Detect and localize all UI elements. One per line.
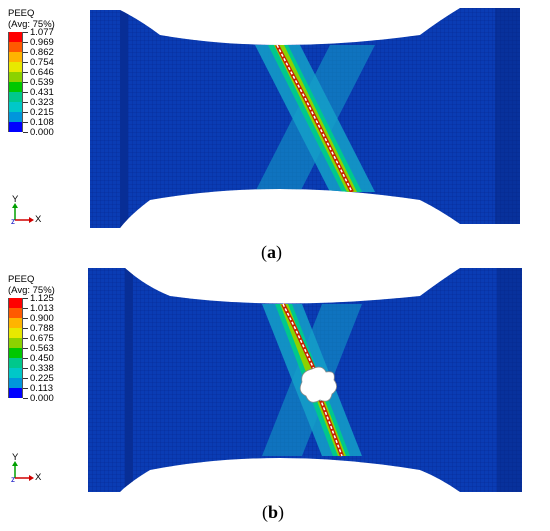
- axis-triad-icon: z: [11, 461, 34, 484]
- legend-subtitle: (Avg: 75%): [8, 285, 55, 296]
- legend-swatch: [8, 102, 23, 112]
- legend-swatch: [8, 92, 23, 102]
- legend-value: 0.900: [30, 313, 54, 324]
- legend-swatch: [8, 318, 23, 328]
- svg-text:z: z: [11, 217, 15, 226]
- legend-value: 0.563: [30, 343, 54, 354]
- svg-text:z: z: [11, 475, 15, 484]
- legend-value: 0.431: [30, 87, 54, 98]
- legend-title: PEEQ: [8, 8, 35, 19]
- legend-value: 0.646: [30, 67, 54, 78]
- legend-b: PEEQ (Avg: 75%) 1.125 1.013 0.900 0.788 …: [8, 274, 55, 410]
- panel-b: PEEQ (Avg: 75%) 1.125 1.013 0.900 0.788 …: [0, 266, 550, 531]
- legend-swatch: [8, 338, 23, 348]
- fe-contour-plot-a: [90, 8, 520, 228]
- axis-triad-icon: z: [11, 203, 34, 226]
- legend-value: 0.338: [30, 363, 54, 374]
- specimen-b: [88, 268, 522, 492]
- legend-swatch: [8, 42, 23, 52]
- legend-swatch: [8, 72, 23, 82]
- y-axis-label: Y: [12, 194, 19, 205]
- legend-title: PEEQ: [8, 274, 35, 285]
- legend-swatch: [8, 368, 23, 378]
- x-axis-label: X: [35, 472, 42, 483]
- legend-swatch: [8, 52, 23, 62]
- legend-swatch: [8, 348, 23, 358]
- legend-value: 0.108: [30, 117, 54, 128]
- legend-value: 1.013: [30, 303, 54, 314]
- caption-paren-close: ): [276, 242, 282, 262]
- caption-paren-close: ): [278, 502, 285, 522]
- legend-swatch: [8, 112, 23, 122]
- panel-a: PEEQ (Avg: 75%) 1.077 0.969 0.862 0.754 …: [8, 8, 520, 263]
- legend-swatch: [8, 122, 23, 132]
- legend-scale-a: 1.077 0.969 0.862 0.754 0.646 0.539 0.43…: [8, 28, 55, 144]
- legend-value: 0.754: [30, 57, 54, 68]
- specimen-a: [90, 8, 520, 228]
- caption-letter: a: [267, 242, 276, 262]
- legend-value: 0.788: [30, 323, 54, 334]
- caption-b: (b): [262, 502, 284, 523]
- legend-value: 0.539: [30, 77, 54, 88]
- legend-value: 1.125: [30, 293, 54, 304]
- legend-value: 0.323: [30, 97, 54, 108]
- legend-value: 0.450: [30, 353, 54, 364]
- legend-value: 0.969: [30, 37, 54, 48]
- legend-value: 0.000: [30, 393, 54, 404]
- caption-a: (a): [261, 242, 282, 263]
- legend-value: 0.225: [30, 373, 54, 384]
- legend-subtitle: (Avg: 75%): [8, 19, 55, 30]
- legend-value: 0.000: [30, 127, 54, 138]
- y-axis-label: Y: [12, 452, 19, 463]
- legend-value: 0.862: [30, 47, 54, 58]
- legend-value: 0.215: [30, 107, 54, 118]
- legend-swatch: [8, 388, 23, 398]
- legend-swatch: [8, 378, 23, 388]
- legend-swatch: [8, 328, 23, 338]
- axis-triad-a: Y z X: [8, 194, 48, 226]
- legend-swatch: [8, 298, 23, 308]
- legend-value: 0.675: [30, 333, 54, 344]
- x-axis-label: X: [35, 214, 42, 225]
- legend-value: 1.077: [30, 27, 54, 38]
- legend-swatch: [8, 82, 23, 92]
- fe-contour-plot-b: [88, 268, 522, 492]
- caption-paren-open: (: [261, 242, 267, 262]
- legend-swatch: [8, 358, 23, 368]
- legend-swatch: [8, 62, 23, 72]
- legend-swatch: [8, 308, 23, 318]
- caption-paren-open: (: [262, 502, 268, 522]
- legend-scale-b: 1.125 1.013 0.900 0.788 0.675 0.563 0.45…: [8, 294, 55, 410]
- caption-letter: b: [268, 502, 279, 522]
- legend-swatch: [8, 32, 23, 42]
- legend-value: 0.113: [30, 383, 54, 394]
- legend-a: PEEQ (Avg: 75%) 1.077 0.969 0.862 0.754 …: [8, 8, 55, 144]
- axis-triad-b: Y z X: [8, 452, 48, 484]
